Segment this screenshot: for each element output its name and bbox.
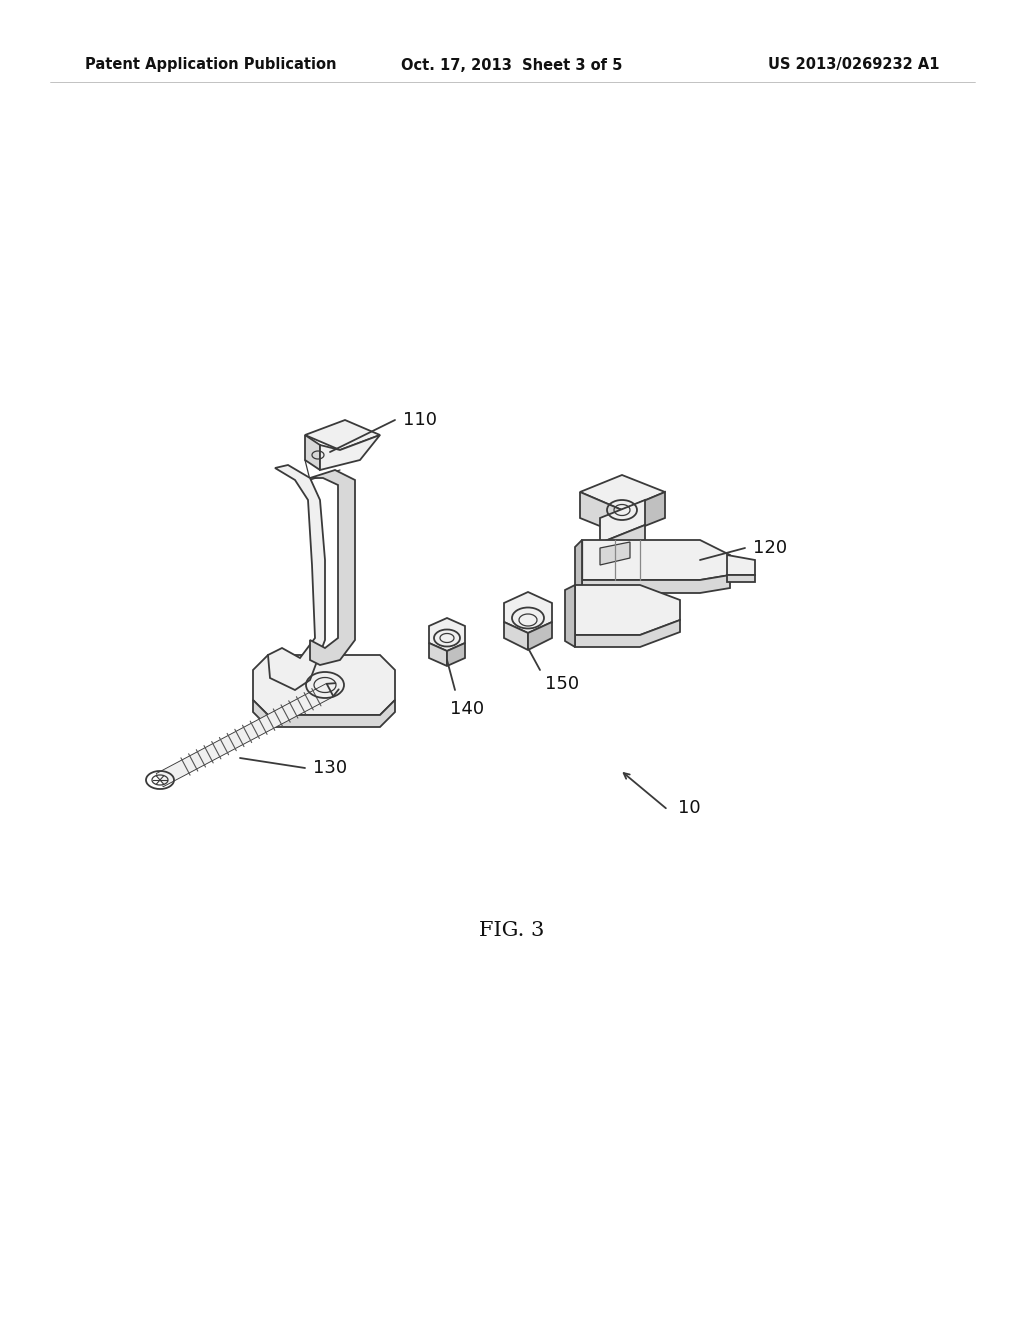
Text: 120: 120 [753, 539, 787, 557]
Text: 110: 110 [403, 411, 437, 429]
Polygon shape [580, 475, 665, 510]
Text: 140: 140 [450, 700, 484, 718]
Text: 150: 150 [545, 675, 580, 693]
Polygon shape [575, 540, 582, 593]
Polygon shape [622, 492, 665, 535]
Polygon shape [582, 576, 730, 593]
Polygon shape [429, 643, 447, 667]
Polygon shape [319, 436, 380, 470]
Polygon shape [268, 465, 325, 690]
Polygon shape [429, 618, 465, 651]
Polygon shape [727, 554, 755, 576]
Polygon shape [582, 540, 730, 579]
Polygon shape [253, 655, 395, 715]
Polygon shape [305, 436, 319, 470]
Polygon shape [504, 591, 552, 634]
Polygon shape [600, 543, 630, 565]
Polygon shape [310, 470, 355, 665]
Text: Oct. 17, 2013  Sheet 3 of 5: Oct. 17, 2013 Sheet 3 of 5 [401, 58, 623, 73]
Text: Patent Application Publication: Patent Application Publication [85, 58, 337, 73]
Polygon shape [528, 622, 552, 649]
Polygon shape [580, 492, 622, 535]
Polygon shape [600, 500, 645, 543]
Text: 10: 10 [678, 799, 700, 817]
Polygon shape [447, 643, 465, 667]
Polygon shape [575, 585, 680, 635]
Polygon shape [157, 684, 333, 787]
Text: US 2013/0269232 A1: US 2013/0269232 A1 [768, 58, 940, 73]
Polygon shape [575, 620, 680, 647]
Text: 130: 130 [313, 759, 347, 777]
Polygon shape [727, 576, 755, 582]
Polygon shape [305, 420, 380, 450]
Polygon shape [504, 622, 528, 649]
Text: FIG. 3: FIG. 3 [479, 920, 545, 940]
Polygon shape [565, 585, 575, 647]
Polygon shape [600, 525, 645, 558]
Polygon shape [253, 700, 395, 727]
